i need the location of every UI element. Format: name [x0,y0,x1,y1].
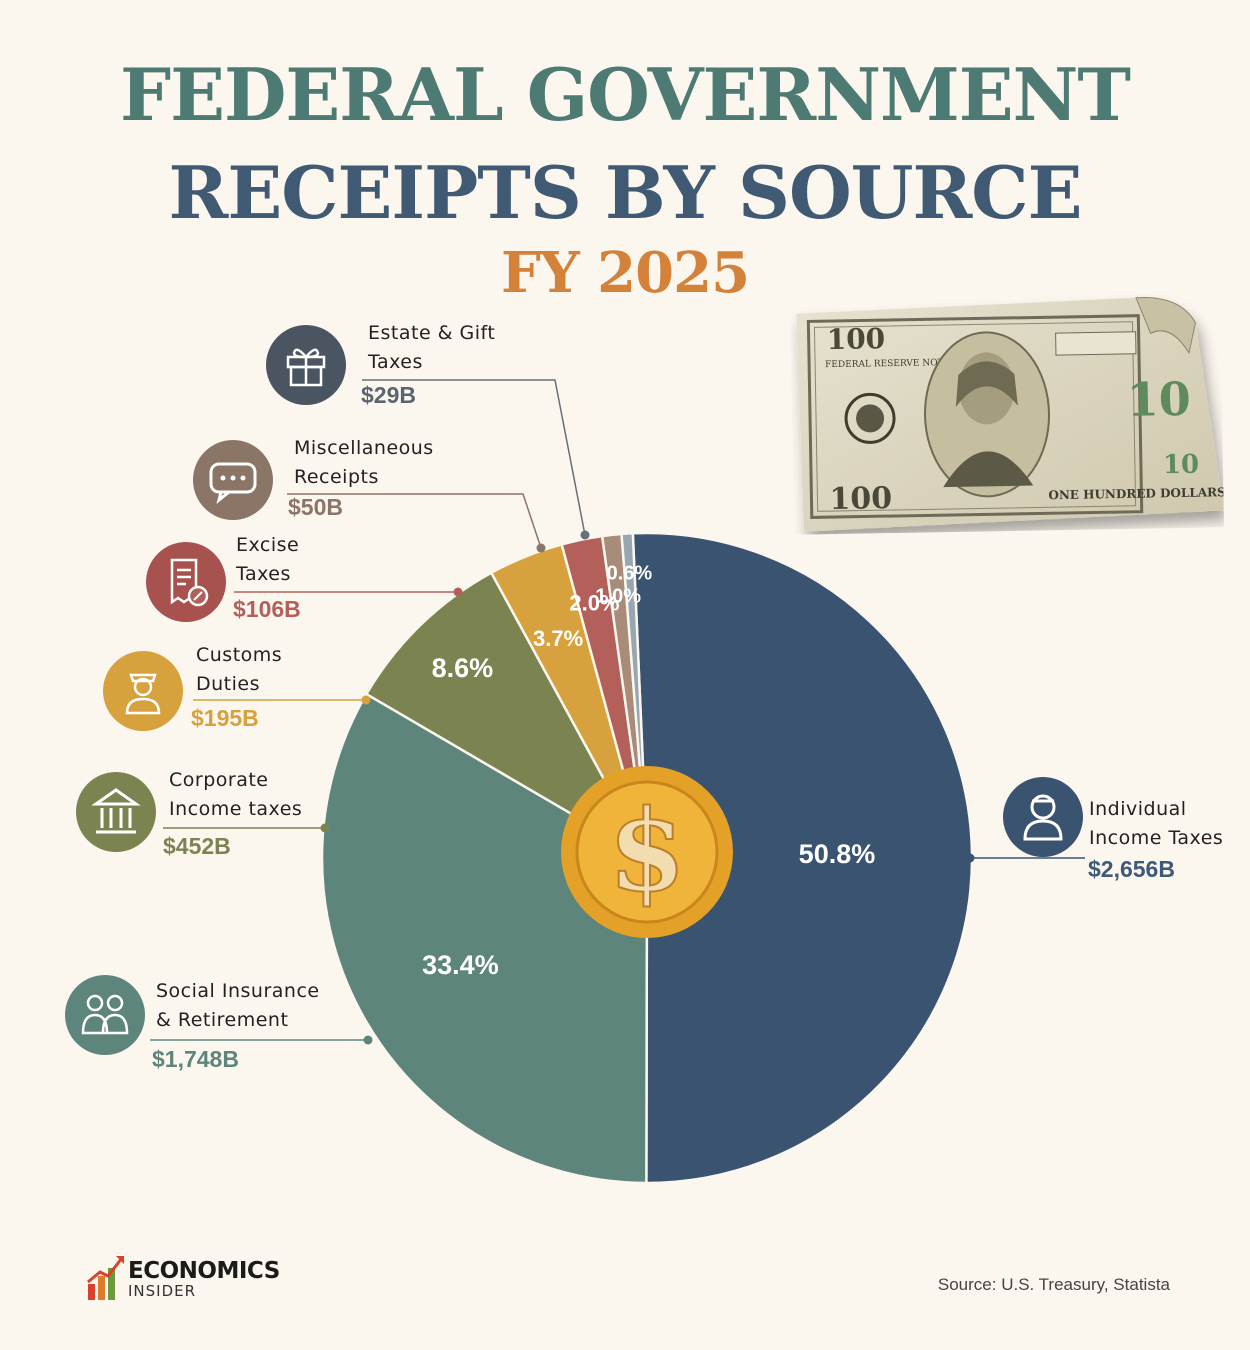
leader-dot-0 [965,853,975,863]
category-label-line: Customs [196,644,283,666]
center-dollar-symbol: $ [608,786,686,917]
slice-amount-label: $2,656B [1088,856,1175,882]
pie-slice-2 [364,571,651,862]
brand-logo: ECONOMICS INSIDER [86,1252,280,1307]
slice-percent-label: 50.8% [799,839,876,869]
tax-receipt-icon [146,542,226,622]
chart-subtitle: FY 2025 [500,240,750,306]
title-line-1: FEDERAL GOVERNMENT [119,52,1131,137]
leader-dot-5 [536,543,546,553]
source-note: Source: U.S. Treasury, Statista [937,1275,1170,1294]
brand-subname: INSIDER [128,1282,197,1300]
bank-building-icon [76,772,156,852]
category-label-line: Taxes [368,351,423,373]
slice-amount-label: $1,748B [152,1046,239,1072]
category-label-line: Taxes [236,563,291,585]
category-label-line: Receipts [294,466,379,488]
rising-bars-logo-icon [87,1256,124,1300]
chat-bubble-icon [193,440,273,520]
title-line-2: RECEIPTS BY SOURCE [168,150,1083,235]
slice-category-label: Individual Income Taxes [1089,795,1223,853]
category-label-line: Duties [196,673,260,695]
leader-dot-4 [453,587,463,597]
slice-category-label: Corporate Income taxes [169,766,302,824]
bill-denomination-bottom: 100 [829,481,892,517]
category-label-line: Individual [1089,798,1187,820]
slice-category-label: Excise Taxes [236,531,299,589]
slice-percent-label: 8.6% [432,653,494,683]
slice-amount-label: $452B [163,833,231,859]
slice-category-label: Miscellaneous Receipts [294,434,434,492]
slice-category-label: Estate & Gift Taxes [368,319,495,377]
slice-percent-label: 33.4% [422,950,499,980]
leader-line-5 [287,493,542,549]
svg-text:10: 10 [1163,450,1200,481]
svg-text:10: 10 [1126,372,1191,427]
leader-line-6 [362,379,586,536]
category-label-line: Estate & Gift [368,322,496,344]
category-label-line: & Retirement [156,1009,289,1031]
dollar-coin-icon: $ [561,766,733,938]
slice-amount-label: $29B [361,382,416,408]
customs-officer-icon [103,651,183,731]
leader-dot-6 [580,530,590,540]
slice-amount-label: $50B [288,494,343,520]
slice-category-label: Social Insurance & Retirement [156,977,320,1035]
category-label-line: Miscellaneous [294,437,434,459]
slice-percent-label: 1.0% [595,586,641,608]
leader-dot-3 [361,695,371,705]
pie-slice-0 [631,531,974,1185]
category-label-line: Corporate [169,769,269,791]
bill-denomination-top: 100 [826,322,885,356]
hundred-dollar-bill-illustration: 100 FEDERAL RESERVE NOTE 10 10 100 ONE H… [796,296,1224,532]
bill-top-banner: FEDERAL RESERVE NOTE [825,358,950,370]
slice-percent-label: 3.7% [533,626,583,651]
slice-percent-label: 0.6% [607,563,653,585]
slice-percent-label: 2.0% [569,590,619,615]
pie-slice-1 [320,692,649,1185]
category-label-line: Social Insurance [156,980,320,1002]
slice-amount-label: $195B [191,705,259,731]
leader-dot-2 [320,823,330,833]
category-label-line: Income taxes [169,798,303,820]
slice-category-label: Customs Duties [196,641,282,699]
category-label-line: Income Taxes [1089,827,1224,849]
gift-icon [266,325,346,405]
brand-name: ECONOMICS [128,1258,280,1284]
slice-amount-label: $106B [233,596,301,622]
bill-bottom-banner: ONE HUNDRED DOLLARS [1048,485,1224,502]
leader-dot-1 [363,1035,373,1045]
family-icon [65,975,145,1055]
person-icon [1003,777,1083,857]
category-label-line: Excise [236,534,300,556]
